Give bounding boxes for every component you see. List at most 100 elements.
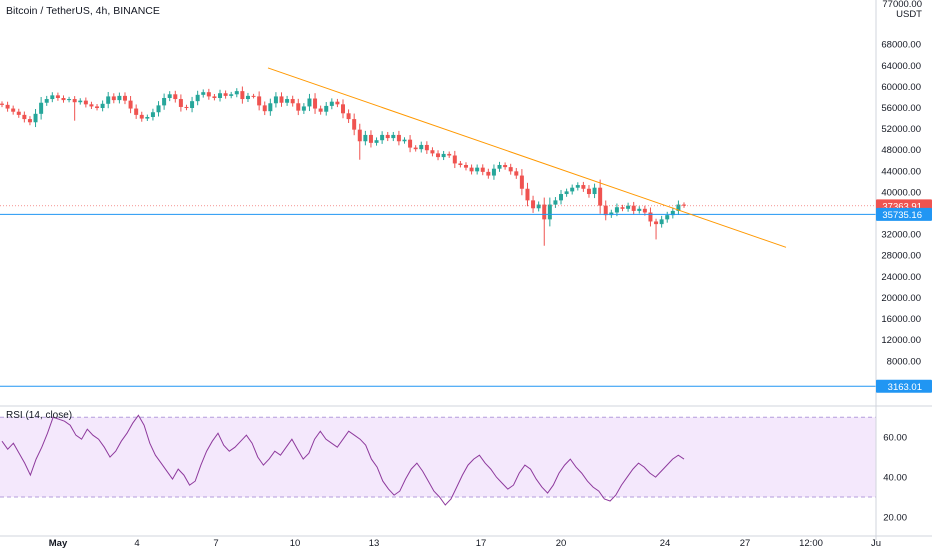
price-label-box	[876, 207, 932, 221]
candle-body	[106, 96, 111, 104]
candle-body	[95, 106, 100, 109]
candle-body	[559, 194, 564, 201]
candle-body	[497, 165, 502, 169]
candle-body	[27, 119, 32, 123]
candle-body	[329, 101, 334, 106]
rsi-tick-label: 20.00	[883, 513, 907, 524]
candle-body	[659, 219, 664, 225]
rsi-label: RSI (14, close)	[6, 410, 73, 421]
candle-body	[575, 185, 580, 188]
candle-body	[307, 98, 312, 107]
candle-body	[447, 153, 452, 156]
candle-body	[458, 163, 463, 166]
price-label: 37363.91	[882, 201, 922, 212]
price-axis[interactable]: 68000.00 64000.00 60000.00 56000.00 52000.00…	[875, 0, 932, 540]
candle-body	[637, 208, 642, 211]
candle-body	[290, 99, 295, 104]
candle-body	[190, 101, 195, 109]
price-tick-label: 16000.00	[881, 314, 921, 325]
candle-body	[67, 99, 72, 101]
price-tick-label: 24000.00	[881, 272, 921, 283]
candle-body	[486, 171, 491, 176]
candle-body	[503, 165, 508, 168]
candle-body	[525, 188, 530, 201]
time-tick-label: 12:00	[799, 538, 823, 549]
candle-body	[83, 100, 88, 105]
candle-body	[301, 106, 306, 111]
candle-body	[50, 95, 55, 100]
candle-body	[245, 95, 250, 100]
rsi-tick-label: 60.00	[883, 433, 907, 444]
candle-body	[480, 167, 485, 172]
candle-body	[547, 204, 552, 220]
candle-body	[139, 114, 144, 119]
candle-body	[463, 165, 468, 168]
candle-body	[508, 167, 513, 172]
candle-body	[195, 94, 200, 102]
price-tick-label: 68000.00	[881, 40, 921, 51]
candle-body	[162, 97, 167, 106]
candle-body	[234, 91, 239, 95]
price-tick-label: 60000.00	[881, 82, 921, 93]
candle-body	[16, 111, 21, 115]
candle-body	[145, 116, 150, 119]
candle-body	[318, 108, 323, 112]
time-tick-label: Ju	[871, 538, 881, 549]
candle-body	[609, 212, 614, 216]
candle-body	[150, 112, 155, 117]
candle-body	[111, 96, 116, 101]
candle-body	[279, 96, 284, 103]
candle-body	[536, 204, 541, 209]
time-tick-label: 20	[556, 538, 567, 549]
candle-body	[665, 215, 670, 220]
candle-body	[586, 188, 591, 195]
candle-body	[519, 175, 524, 189]
candle-body	[134, 108, 139, 115]
candle-body	[391, 134, 396, 139]
candle-body	[385, 134, 390, 139]
candle-body	[72, 99, 77, 103]
candle-body	[491, 168, 496, 176]
candle-body	[184, 106, 189, 109]
candle-body	[89, 104, 94, 107]
price-tick-label: 8000.00	[887, 356, 921, 367]
candle-body	[402, 139, 407, 142]
candle-body	[564, 191, 569, 195]
time-tick-label: May	[49, 538, 68, 549]
candle-body	[167, 94, 172, 98]
price-tick-label: 28000.00	[881, 251, 921, 262]
candle-body	[475, 167, 480, 172]
candle-body	[268, 103, 273, 112]
candle-body	[240, 91, 245, 100]
price-tick-label: 20000.00	[881, 293, 921, 304]
candle-body	[654, 221, 659, 225]
price-tick-label: 12000.00	[881, 335, 921, 346]
time-tick-label: 10	[290, 538, 301, 549]
candle-body	[614, 207, 619, 213]
rsi-line	[1, 414, 685, 506]
unit-label: USDT	[896, 9, 922, 20]
price-label: 35735.16	[882, 210, 922, 221]
candle-body	[396, 134, 401, 142]
candle-body	[514, 171, 519, 176]
candle-body	[251, 95, 256, 97]
price-unit: 77000.00 USDT	[882, 0, 922, 20]
candle-body	[374, 140, 379, 143]
candle-body	[212, 96, 217, 98]
candle-body	[296, 103, 301, 111]
candle-body	[542, 204, 547, 220]
price-tick-label: 44000.00	[881, 166, 921, 177]
candle-body	[452, 155, 457, 164]
trendline	[267, 67, 787, 248]
candle-body	[469, 167, 474, 172]
candle-body	[598, 187, 603, 206]
time-axis[interactable]: May 4 7 10 13 17 20 24 27 12:00 Ju	[0, 535, 932, 549]
candle-body	[424, 144, 429, 151]
candle-body	[413, 147, 418, 150]
candle-body	[648, 212, 653, 222]
candle-body	[11, 108, 16, 112]
candle-body	[122, 95, 127, 101]
candle-body	[631, 205, 636, 211]
chart-title: Bitcoin / TetherUS, 4h, BINANCE	[6, 5, 160, 17]
